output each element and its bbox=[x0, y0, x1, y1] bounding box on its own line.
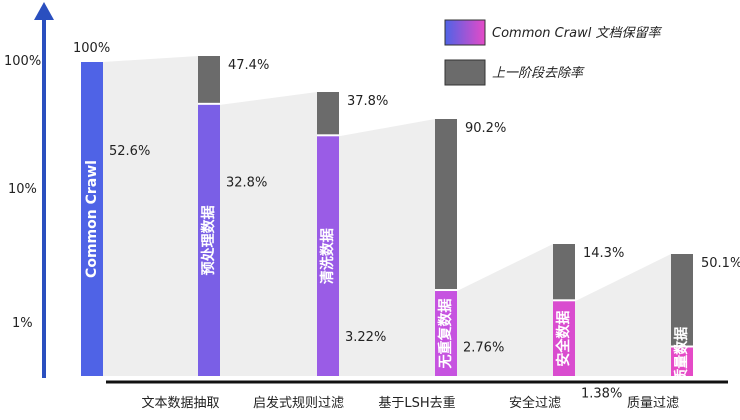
y-tick-label: 100% bbox=[4, 54, 41, 69]
removed-bar bbox=[198, 56, 220, 103]
bar-name-label: 高质量数据 bbox=[673, 327, 690, 397]
retained-bar bbox=[317, 136, 339, 376]
bar-name-label: 安全数据 bbox=[555, 311, 572, 367]
removed-value-label: 50.1% bbox=[701, 256, 740, 271]
retained-bar bbox=[81, 62, 103, 376]
removed-bar bbox=[553, 244, 575, 300]
bar-name-label: 预处理数据 bbox=[200, 205, 217, 275]
y-axis-arrow bbox=[34, 2, 54, 20]
retained-bar bbox=[553, 301, 575, 376]
retained-bar bbox=[435, 291, 457, 376]
legend-swatch-retained bbox=[444, 19, 486, 46]
legend-swatch-removed bbox=[444, 59, 486, 86]
bar-name-label: Common Crawl bbox=[84, 160, 100, 278]
bar-name-label: 无重复数据 bbox=[437, 299, 454, 370]
category-label: 文本数据抽取 bbox=[141, 396, 219, 411]
flow-band bbox=[103, 56, 198, 376]
removed-value-label: 47.4% bbox=[228, 58, 269, 73]
removed-bar bbox=[317, 92, 339, 135]
removed-value-label: 37.8% bbox=[347, 94, 388, 109]
removed-value-label: 90.2% bbox=[465, 121, 506, 136]
retained-value-label: 2.76% bbox=[463, 340, 504, 355]
y-tick-label: 10% bbox=[8, 182, 37, 197]
legend-label-removed: 上一阶段去除率 bbox=[492, 65, 585, 81]
category-label: 安全过滤 bbox=[509, 395, 561, 411]
retained-value-label: 3.22% bbox=[345, 330, 386, 345]
flow-band bbox=[457, 244, 553, 376]
flow-band bbox=[575, 254, 671, 376]
bar-name-label: 清洗数据 bbox=[319, 228, 336, 284]
removed-bar bbox=[435, 119, 457, 290]
retained-value-label: 100% bbox=[73, 41, 110, 56]
value-labels: Common Crawl 100% 预处理数据 47.4% 52.6% 清洗数据 37.8%… bbox=[73, 41, 740, 402]
flow-bands bbox=[103, 56, 671, 376]
retained-value-label: 32.8% bbox=[226, 175, 267, 190]
category-label: 质量过滤 bbox=[627, 396, 679, 411]
category-label: 基于LSH去重 bbox=[378, 395, 455, 411]
flow-band bbox=[220, 92, 317, 376]
retained-value-label: 52.6% bbox=[109, 144, 150, 159]
retained-value-label: 1.38% bbox=[581, 387, 622, 402]
category-label: 启发式规则过滤 bbox=[253, 395, 344, 411]
flow-band bbox=[339, 119, 435, 376]
retained-bar bbox=[198, 104, 220, 377]
y-tick-label: 1% bbox=[12, 316, 33, 331]
removed-value-label: 14.3% bbox=[583, 246, 624, 261]
legend-label-retained: Common Crawl 文档保留率 bbox=[492, 25, 662, 41]
retained-bar bbox=[671, 347, 693, 376]
bars bbox=[81, 56, 693, 377]
removed-bar bbox=[671, 254, 693, 346]
legend: Common Crawl 文档保留率 上一阶段去除率 bbox=[444, 19, 662, 86]
category-baselines: 文本数据抽取 启发式规则过滤 基于LSH去重 安全过滤 质量过滤 bbox=[106, 380, 728, 411]
